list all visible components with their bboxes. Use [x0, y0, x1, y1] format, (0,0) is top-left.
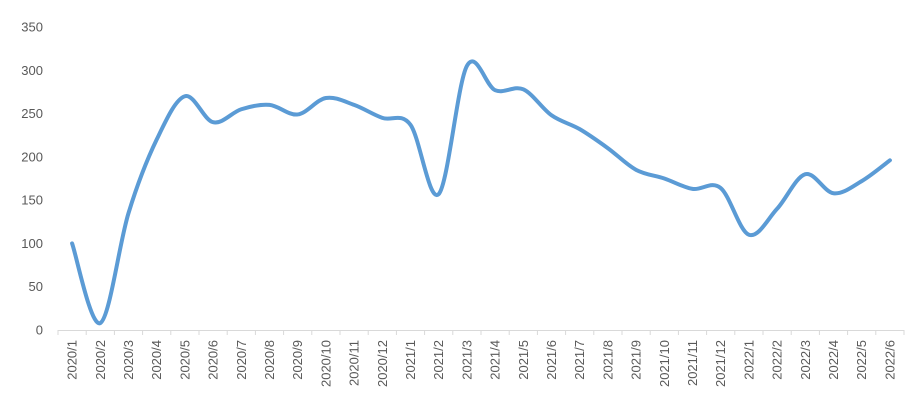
- y-tick-label: 300: [21, 63, 43, 78]
- x-tick-label: 2021/7: [572, 340, 587, 380]
- x-tick-label: 2021/3: [459, 340, 474, 380]
- x-tick-label: 2021/11: [685, 340, 700, 386]
- x-tick-label: 2021/5: [516, 340, 531, 380]
- x-tick-label: 2020/8: [262, 340, 277, 380]
- x-tick-label: 2020/11: [347, 340, 362, 386]
- x-tick-label: 2022/1: [741, 340, 756, 380]
- x-tick-label: 2021/4: [488, 340, 503, 380]
- y-tick-label: 100: [21, 236, 43, 251]
- series-line-0: [70, 59, 892, 326]
- y-tick-label: 50: [29, 279, 43, 294]
- x-tick-label: 2022/5: [854, 340, 869, 380]
- x-tick-label: 2021/2: [431, 340, 446, 380]
- y-axis: 0 50 100 150 200 250 300 350: [21, 20, 43, 338]
- y-tick-label: 250: [21, 106, 43, 121]
- x-tick-label: 2021/1: [403, 340, 418, 380]
- series-layer: [70, 59, 892, 326]
- x-tick-label: 2021/12: [713, 340, 728, 387]
- y-tick-label: 200: [21, 149, 43, 164]
- x-tick-label: 2022/2: [770, 340, 785, 380]
- x-tick-label: 2020/2: [93, 340, 108, 380]
- y-tick-label: 0: [36, 323, 43, 338]
- x-tick-label: 2020/10: [318, 340, 333, 387]
- y-tick-label: 350: [21, 20, 43, 35]
- x-tick-label: 2020/4: [149, 340, 164, 380]
- x-tick-label: 2022/3: [798, 340, 813, 380]
- x-tick-label: 2020/3: [121, 340, 136, 380]
- x-tick-label: 2020/9: [290, 340, 305, 380]
- x-tick-label: 2022/6: [882, 340, 897, 380]
- x-tick-label: 2022/4: [826, 340, 841, 380]
- x-tick-label: 2020/6: [206, 340, 221, 380]
- y-tick-label: 150: [21, 193, 43, 208]
- x-tick-label: 2020/12: [375, 340, 390, 387]
- x-axis-tick-marks: [57, 330, 905, 335]
- x-tick-label: 2020/5: [177, 340, 192, 380]
- x-tick-label: 2021/9: [629, 340, 644, 380]
- x-tick-label: 2021/10: [657, 340, 672, 387]
- x-tick-label: 2020/7: [234, 340, 249, 380]
- x-tick-label: 2021/8: [600, 340, 615, 380]
- x-tick-label: 2021/6: [544, 340, 559, 380]
- x-axis: 2020/1 2020/2 2020/3 2020/4 2020/5 2020/6 2020…: [65, 340, 898, 387]
- x-tick-label: 2020/1: [65, 340, 80, 380]
